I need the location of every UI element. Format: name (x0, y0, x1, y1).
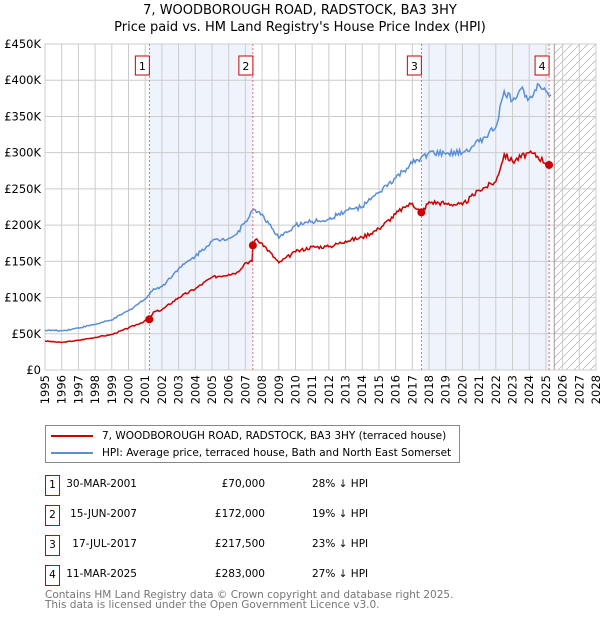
sale-delta: 19% ↓ HPI (312, 508, 369, 520)
x-tick-label: 2017 (405, 375, 419, 404)
sale-marker-number: 2 (242, 60, 249, 73)
sale-price: £172,000 (214, 508, 265, 520)
x-tick-label: 2009 (272, 375, 286, 404)
x-tick-label: 2013 (339, 375, 353, 404)
footer-line-2: This data is licensed under the Open Gov… (45, 599, 380, 611)
table-row: 1 30-MAR-2001 £70,000 28% ↓ HPI (45, 475, 465, 496)
sale-marker-badge: 2 (45, 505, 60, 526)
x-tick-label: 2006 (222, 375, 236, 404)
table-row: 2 15-JUN-2007 £172,000 19% ↓ HPI (45, 505, 465, 526)
x-tick-label: 2003 (172, 375, 186, 404)
footer: Contains HM Land Registry data © Crown c… (45, 589, 454, 611)
table-row: 4 11-MAR-2025 £283,000 27% ↓ HPI (45, 565, 465, 586)
sale-date: 30-MAR-2001 (66, 478, 137, 490)
x-tick-label: 2018 (422, 375, 436, 404)
x-tick-label: 2007 (238, 375, 252, 404)
y-tick-label: £250K (4, 182, 41, 196)
sale-marker-box (406, 55, 422, 76)
y-tick-label: £450K (4, 37, 41, 51)
x-tick-label: 2012 (322, 375, 336, 404)
sale-point (545, 160, 554, 169)
shaded-period (149, 44, 253, 370)
y-tick-label: £300K (4, 146, 41, 160)
x-tick-label: 2004 (188, 375, 202, 404)
x-tick-label: 1997 (71, 375, 85, 404)
sale-delta: 27% ↓ HPI (312, 568, 369, 580)
sale-marker-badge: 3 (45, 535, 60, 556)
x-tick-label: 2002 (155, 375, 169, 404)
x-tick-label: 2024 (522, 375, 536, 404)
x-tick-label: 1995 (38, 375, 52, 404)
x-tick-label: 2019 (439, 375, 453, 404)
chart-subtitle: Price paid vs. HM Land Registry's House … (114, 20, 486, 35)
x-tick-label: 2014 (355, 375, 369, 404)
sale-point (145, 315, 154, 324)
sale-price: £283,000 (214, 568, 265, 580)
x-tick-label: 2016 (389, 375, 403, 404)
y-tick-label: £0 (26, 363, 41, 377)
y-tick-label: £50K (12, 327, 42, 341)
sale-marker-number: 3 (411, 60, 418, 73)
x-tick-label: 2001 (138, 375, 152, 404)
sale-point (417, 208, 426, 217)
hpi-line (44, 82, 552, 333)
y-tick-label: £150K (4, 254, 41, 268)
x-tick-label: 2008 (255, 375, 269, 404)
sale-marker-badge: 4 (45, 565, 60, 586)
sale-date: 15-JUN-2007 (70, 508, 137, 520)
sale-price: £217,500 (214, 538, 265, 550)
property-swatch (51, 435, 93, 437)
footer-line-1: Contains HM Land Registry data © Crown c… (45, 589, 454, 601)
x-tick-label: 2015 (372, 375, 386, 404)
x-tick-label: 2020 (455, 375, 469, 404)
x-tick-label: 1999 (105, 375, 119, 404)
sale-delta: 23% ↓ HPI (312, 538, 369, 550)
sale-delta: 28% ↓ HPI (312, 478, 369, 490)
property-price-line (44, 150, 550, 344)
x-tick-label: 1998 (88, 375, 102, 404)
sale-date: 11-MAR-2025 (66, 568, 137, 580)
chart-title: 7, WOODBOROUGH ROAD, RADSTOCK, BA3 3HY (143, 3, 457, 18)
x-tick-label: 2022 (489, 375, 503, 404)
hpi-swatch (51, 452, 93, 454)
x-tick-label: 2011 (305, 375, 319, 404)
sale-marker-number: 1 (139, 60, 146, 73)
y-tick-label: £350K (4, 109, 41, 123)
sale-point (248, 241, 257, 250)
x-tick-label: 2000 (121, 375, 135, 404)
x-tick-label: 2005 (205, 375, 219, 404)
x-tick-label: 2023 (506, 375, 520, 404)
sale-marker-number: 4 (539, 60, 546, 73)
legend-hpi: HPI: Average price, terraced house, Bath… (102, 447, 452, 459)
table-row: 3 17-JUL-2017 £217,500 23% ↓ HPI (45, 535, 465, 556)
y-tick-label: £400K (4, 73, 41, 87)
forecast-hatch (554, 44, 596, 370)
y-tick-label: £100K (4, 291, 41, 305)
sale-marker-box (534, 55, 550, 76)
price-chart: £0 £50K £100K £150K £200K £250K £300K £350K £400… (4, 37, 600, 404)
sale-marker-box (134, 55, 150, 76)
x-tick-label: 2021 (472, 375, 486, 404)
x-tick-label: 2025 (539, 375, 553, 404)
sale-date: 17-JUL-2017 (72, 538, 137, 550)
shaded-period (421, 44, 550, 370)
plot-frame (44, 43, 597, 371)
x-tick-label: 2010 (288, 375, 302, 404)
y-tick-label: £200K (4, 218, 41, 232)
sale-marker-box (238, 55, 254, 76)
x-tick-label: 2026 (556, 375, 570, 404)
x-tick-label: 2028 (589, 375, 600, 404)
x-tick-label: 1996 (55, 375, 69, 404)
x-tick-label: 2027 (572, 375, 586, 404)
sale-marker-badge: 1 (45, 475, 60, 496)
legend: 7, WOODBOROUGH ROAD, RADSTOCK, BA3 3HY (… (45, 425, 460, 463)
legend-property: 7, WOODBOROUGH ROAD, RADSTOCK, BA3 3HY (… (102, 430, 447, 442)
sale-price: £70,000 (221, 478, 265, 490)
